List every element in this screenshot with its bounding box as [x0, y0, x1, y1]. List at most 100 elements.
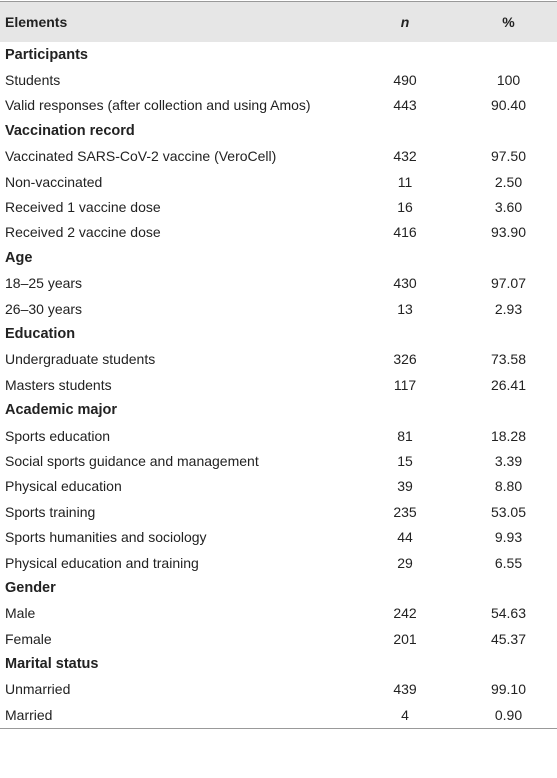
- row-label: Received 2 vaccine dose: [5, 224, 161, 241]
- row-label: Social sports guidance and management: [5, 452, 259, 469]
- row-label: Sports training: [5, 503, 96, 520]
- data-row: Valid responses (after collection and us…: [0, 93, 557, 118]
- row-label: Non-vaccinated: [5, 173, 103, 190]
- cell-value: 443: [393, 97, 417, 114]
- data-row: Sports training 235 53.05: [0, 499, 557, 524]
- cell-value: 54.63: [490, 605, 527, 622]
- data-row: Sports education 81 18.28: [0, 423, 557, 448]
- row-label: Unmarried: [5, 681, 71, 698]
- row-label: 18–25 years: [5, 275, 83, 292]
- cell-value: 11: [397, 173, 413, 190]
- section-row: Gender: [0, 575, 557, 600]
- section-row: Vaccination record: [0, 118, 557, 143]
- cell-value: 81: [397, 427, 413, 444]
- cell-value: 97.07: [490, 275, 527, 292]
- cell-value: 4: [350, 702, 460, 729]
- row-label: 26–30 years: [5, 300, 83, 317]
- cell-value: 201: [393, 630, 417, 647]
- cell-value: 6.55: [494, 554, 523, 571]
- cell-value: 97.50: [490, 148, 527, 165]
- cell-value: 326: [393, 351, 417, 368]
- data-row: Married 4 0.90: [0, 702, 557, 729]
- row-label: Received 1 vaccine dose: [5, 199, 161, 216]
- cell-value: 242: [393, 605, 417, 622]
- row-label: Undergraduate students: [5, 351, 156, 368]
- cell-value: 93.90: [490, 224, 527, 241]
- cell-value: 100: [496, 72, 521, 89]
- row-label: Valid responses (after collection and us…: [5, 97, 311, 114]
- data-row: Undergraduate students 326 73.58: [0, 347, 557, 372]
- section-title: Vaccination record: [5, 122, 135, 139]
- cell-value: 3.39: [494, 452, 523, 469]
- header-row: Elements n %: [0, 1, 557, 42]
- section-title: Age: [5, 249, 33, 266]
- cell-value: 430: [393, 275, 417, 292]
- cell-value: 3.60: [494, 199, 523, 216]
- cell-value: 53.05: [490, 503, 527, 520]
- cell-value: 8.80: [494, 478, 523, 495]
- cell-value: 416: [393, 224, 417, 241]
- data-table: Elements n % Participants Students 490 100 V…: [0, 1, 557, 729]
- cell-value: 9.93: [494, 529, 523, 546]
- data-row: Sports humanities and sociology 44 9.93: [0, 524, 557, 549]
- data-row: Received 2 vaccine dose 416 93.90: [0, 220, 557, 245]
- section-row: Marital status: [0, 651, 557, 676]
- data-row: Male 242 54.63: [0, 601, 557, 626]
- data-row: Physical education and training 29 6.55: [0, 550, 557, 575]
- cell-value: 39: [397, 478, 413, 495]
- section-row: Age: [0, 245, 557, 270]
- row-label: Students: [5, 72, 61, 89]
- row-label: Female: [5, 630, 52, 647]
- column-header: %: [460, 1, 557, 42]
- data-row: Physical education 39 8.80: [0, 474, 557, 499]
- cell-value: 73.58: [490, 351, 527, 368]
- data-row: Female 201 45.37: [0, 626, 557, 651]
- section-title: Education: [5, 325, 76, 342]
- cell-value: 99.10: [490, 681, 527, 698]
- cell-value: 439: [393, 681, 417, 698]
- row-label: Sports humanities and sociology: [5, 529, 207, 546]
- data-row: Social sports guidance and management 15 3…: [0, 448, 557, 473]
- cell-value: 432: [393, 148, 417, 165]
- cell-value: 490: [393, 72, 417, 89]
- cell-value: 90.40: [490, 97, 527, 114]
- section-row: Academic major: [0, 397, 557, 422]
- cell-value: 235: [393, 503, 417, 520]
- row-label: Physical education and training: [5, 554, 199, 571]
- row-label: Male: [5, 605, 36, 622]
- section-title: Marital status: [5, 656, 99, 673]
- section-title: Gender: [5, 579, 56, 596]
- section-row: Participants: [0, 42, 557, 67]
- cell-value: 18.28: [490, 427, 527, 444]
- cell-value: 117: [393, 376, 417, 393]
- column-header: n: [350, 1, 460, 42]
- row-label: Married: [0, 702, 350, 729]
- row-label: Vaccinated SARS-CoV-2 vaccine (VeroCell): [5, 148, 277, 165]
- cell-value: 13: [397, 300, 413, 317]
- section-title: Academic major: [5, 402, 118, 419]
- cell-value: 15: [397, 452, 413, 469]
- data-row: Masters students 117 26.41: [0, 372, 557, 397]
- data-row: Students 490 100: [0, 67, 557, 92]
- cell-value: 26.41: [490, 376, 527, 393]
- cell-value: 0.90: [460, 702, 557, 729]
- data-row: 26–30 years 13 2.93: [0, 296, 557, 321]
- data-row: Received 1 vaccine dose 16 3.60: [0, 194, 557, 219]
- cell-value: 16: [397, 199, 413, 216]
- cell-value: 2.93: [494, 300, 523, 317]
- section-row: Education: [0, 321, 557, 346]
- row-label: Masters students: [5, 376, 112, 393]
- cell-value: 44: [397, 529, 413, 546]
- cell-value: 45.37: [490, 630, 527, 647]
- data-row: Non-vaccinated 11 2.50: [0, 169, 557, 194]
- cell-value: 29: [397, 554, 413, 571]
- row-label: Physical education: [5, 478, 122, 495]
- data-row: Vaccinated SARS-CoV-2 vaccine (VeroCell)…: [0, 144, 557, 169]
- column-header: Elements: [0, 1, 350, 42]
- table-body: Participants Students 490 100 Valid response…: [0, 42, 557, 729]
- data-row: Unmarried 439 99.10: [0, 677, 557, 702]
- section-title: Participants: [5, 46, 88, 63]
- data-row: 18–25 years 430 97.07: [0, 271, 557, 296]
- cell-value: 2.50: [494, 173, 523, 190]
